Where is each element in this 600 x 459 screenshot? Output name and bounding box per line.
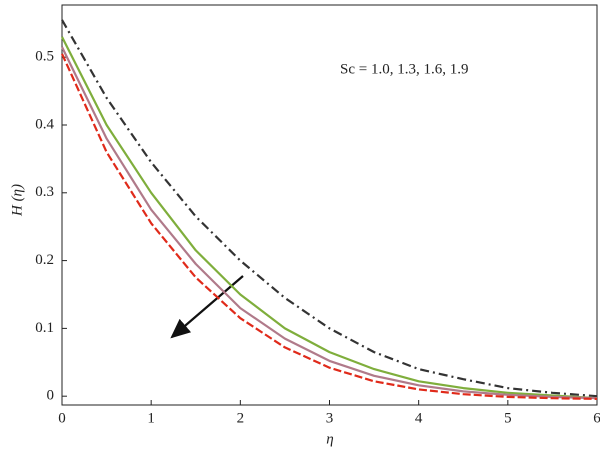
- y-tick-label: 0.3: [35, 184, 54, 200]
- plot-frame: [61, 4, 598, 406]
- y-tick-label: 0: [47, 388, 55, 404]
- x-tick-label: 4: [415, 410, 423, 426]
- x-tick-label: 5: [504, 410, 512, 426]
- series-line: [61, 19, 598, 398]
- x-tick-label: 6: [593, 410, 600, 426]
- y-tick-label: 0.4: [35, 116, 54, 132]
- x-tick-label: 2: [237, 410, 245, 426]
- y-tick-label: 0.1: [35, 320, 54, 336]
- annotation: Sc = 1.0, 1.3, 1.6, 1.9: [340, 61, 468, 77]
- y-tick-label: 0.5: [35, 49, 54, 65]
- y-axis-label: H (η): [9, 184, 25, 217]
- y-tick-label: 0.2: [35, 252, 54, 268]
- x-axis-label: η: [326, 431, 333, 447]
- x-tick-label: 3: [326, 410, 334, 426]
- series-line: [61, 36, 598, 400]
- series-line: [60, 53, 598, 400]
- series-line: [61, 46, 598, 400]
- x-tick-label: 1: [147, 410, 155, 426]
- x-tick-label: 0: [58, 410, 66, 426]
